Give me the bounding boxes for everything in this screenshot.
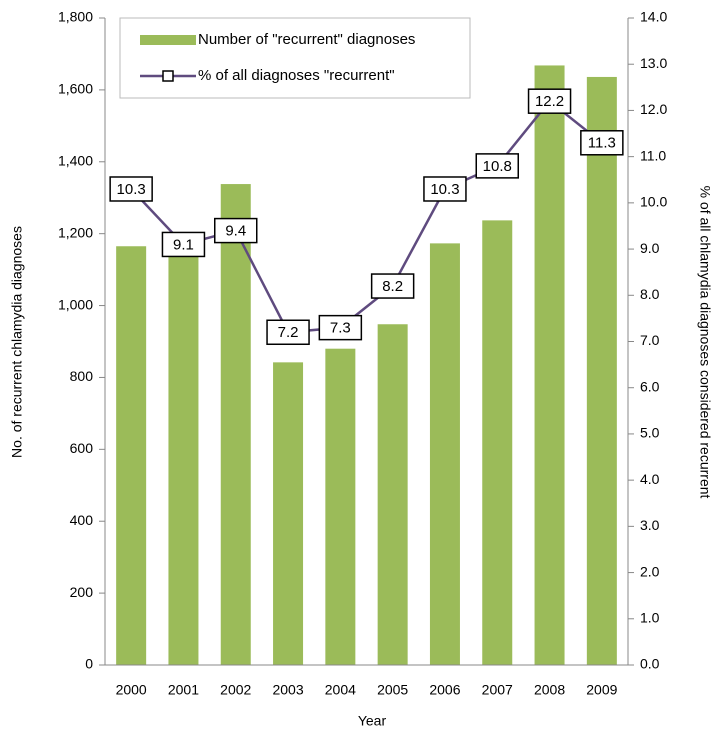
data-label: 11.3 — [588, 135, 616, 152]
y2-tick-label: 14.0 — [640, 9, 667, 25]
y-tick-label: 200 — [70, 584, 94, 600]
y-tick-label: 0 — [85, 656, 93, 672]
bar — [116, 246, 147, 665]
data-label: 10.8 — [483, 158, 512, 175]
x-tick-label: 2007 — [482, 682, 513, 698]
x-tick-label: 2006 — [429, 682, 460, 698]
y2-tick-label: 9.0 — [640, 240, 660, 256]
y-tick-label: 600 — [70, 440, 94, 456]
y2-tick-label: 5.0 — [640, 425, 660, 441]
y2-tick-label: 7.0 — [640, 332, 660, 348]
y-tick-label: 1,200 — [58, 224, 93, 240]
y-tick-label: 1,800 — [58, 9, 93, 25]
legend-box — [119, 17, 471, 99]
y2-tick-label: 4.0 — [640, 471, 660, 487]
y2-tick-label: 13.0 — [640, 55, 667, 71]
label-box — [109, 176, 153, 202]
x-tick-label: 2004 — [325, 682, 356, 698]
y2-tick-label: 1.0 — [640, 609, 660, 625]
data-label: 9.4 — [225, 223, 246, 240]
label-box — [423, 176, 467, 202]
x-tick-label: 2009 — [586, 682, 617, 698]
bar — [220, 184, 251, 665]
label-box — [214, 217, 258, 244]
bar — [377, 324, 408, 665]
y2-axis-title: % of all chlamydia diagnoses considered … — [697, 186, 713, 499]
y-axis-title: No. of recurrent chlamydia diagnoses — [9, 226, 25, 458]
y2-tick-label: 0.0 — [640, 656, 660, 672]
data-label: 12.2 — [535, 93, 564, 110]
y2-tick-label: 10.0 — [640, 194, 667, 210]
bar — [273, 362, 304, 665]
legend-label: % of all diagnoses "recurrent" — [198, 67, 395, 84]
legend-marker — [162, 70, 174, 82]
y-tick-label: 400 — [70, 512, 94, 528]
bar — [429, 243, 460, 665]
label-box — [266, 319, 310, 346]
x-tick-label: 2002 — [220, 682, 251, 698]
legend-label: Number of "recurrent" diagnoses — [198, 31, 415, 48]
label-box — [370, 273, 415, 299]
y-tick-label: 800 — [70, 368, 94, 384]
y2-tick-label: 2.0 — [640, 563, 660, 579]
y2-tick-label: 11.0 — [640, 147, 666, 163]
data-label: 9.1 — [173, 236, 194, 253]
bar — [586, 76, 617, 665]
x-tick-label: 2003 — [272, 682, 303, 698]
label-box — [580, 130, 624, 156]
x-axis-title: Year — [358, 713, 387, 729]
x-tick-label: 2005 — [377, 682, 408, 698]
bar — [168, 248, 199, 666]
bar — [482, 220, 513, 665]
data-label: 10.3 — [430, 181, 459, 198]
y2-tick-label: 8.0 — [640, 286, 660, 302]
data-label: 7.3 — [330, 320, 351, 337]
label-box — [161, 231, 206, 258]
y-tick-label: 1,000 — [58, 296, 93, 312]
y2-tick-label: 6.0 — [640, 378, 660, 394]
legend-swatch — [140, 35, 196, 45]
label-box — [318, 314, 363, 341]
label-box — [527, 88, 572, 114]
bar — [534, 65, 565, 666]
bar — [325, 348, 356, 665]
x-tick-label: 2008 — [534, 682, 565, 698]
label-box — [475, 153, 519, 179]
data-label: 10.3 — [117, 181, 146, 198]
x-tick-label: 2000 — [116, 682, 147, 698]
y2-tick-label: 12.0 — [640, 101, 667, 117]
y-tick-label: 1,600 — [58, 81, 93, 97]
data-label: 8.2 — [382, 278, 403, 295]
line — [130, 99, 603, 334]
y2-tick-label: 3.0 — [640, 517, 660, 533]
x-tick-label: 2001 — [168, 682, 199, 698]
data-label: 7.2 — [278, 324, 299, 341]
y-tick-label: 1,400 — [58, 152, 93, 168]
